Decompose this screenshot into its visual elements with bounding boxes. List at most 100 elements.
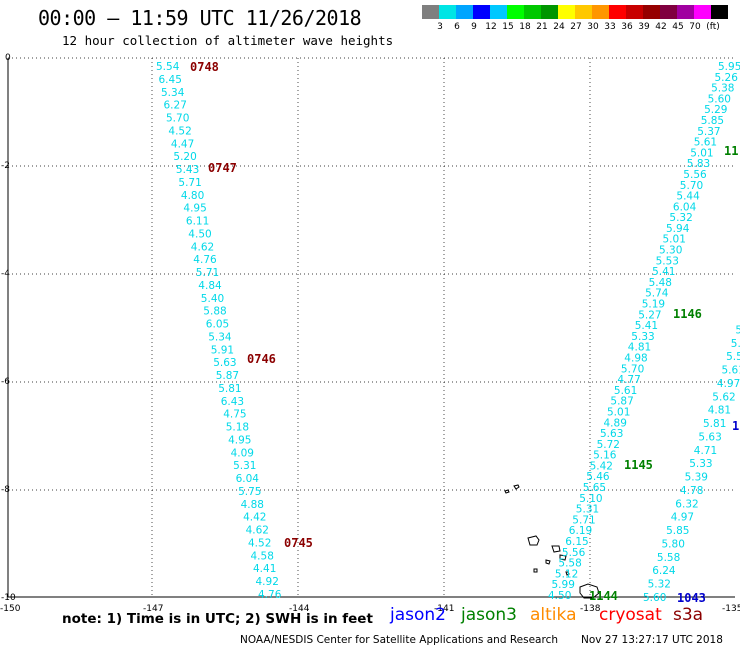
track-value-label: 4.52 — [168, 125, 191, 137]
track-value-label: 5.53 — [656, 255, 679, 267]
time-label: 1145 — [624, 458, 653, 472]
time-label: 0747 — [208, 161, 237, 175]
scale-label: 24 — [553, 22, 565, 32]
track-value-label: 4.89 — [604, 417, 627, 429]
footer-timestamp: Nov 27 13:27:17 UTC 2018 — [581, 634, 723, 646]
track-value-label: 5.22 — [735, 324, 740, 336]
track-value-label: 4.52 — [248, 538, 271, 550]
satellite-legend-jason2: jason2 — [390, 605, 446, 625]
track-value-label: 5.18 — [226, 422, 249, 434]
island-outline — [513, 484, 520, 490]
track-value-label: 5.56 — [562, 547, 586, 559]
track-value-label: 5.95 — [718, 61, 740, 73]
scale-swatch — [711, 5, 728, 19]
track-value-label: 5.43 — [176, 164, 199, 176]
track-value-label: 5.61 — [722, 365, 740, 377]
track-value-label: 6.19 — [569, 525, 592, 537]
scale-label: 18 — [519, 22, 531, 32]
y-tick-label: 0 — [5, 53, 11, 63]
scale-label: 6 — [454, 22, 460, 32]
island-outline — [545, 559, 551, 565]
scale-swatch — [439, 5, 456, 19]
track-value-label: 4.77 — [617, 374, 640, 386]
track-value-label: 4.98 — [624, 353, 647, 365]
x-tick-label: -150 — [0, 604, 21, 614]
track-value-label: 5.32 — [669, 212, 692, 224]
track-value-label: 5.41 — [652, 266, 675, 278]
scale-label: 30 — [587, 22, 599, 32]
track-value-label: 5.81 — [703, 418, 726, 430]
satellite-legend-altika: altika — [530, 605, 577, 625]
time-label: 1043 — [677, 591, 706, 605]
scale-label: 70 — [689, 22, 701, 32]
track-value-label: 5.10 — [579, 493, 602, 505]
track-value-label: 6.32 — [675, 498, 698, 510]
track-value-label: 4.97 — [717, 378, 740, 390]
track-value-label: 5.94 — [666, 223, 690, 235]
subtitle: 12 hour collection of altimeter wave hei… — [62, 33, 394, 48]
track-value-label: 5.27 — [731, 338, 740, 350]
time-label: 11 — [724, 144, 738, 158]
track-value-label: 4.92 — [256, 576, 279, 588]
track-value-label: 6.04 — [673, 201, 697, 213]
scale-unit: (ft) — [706, 22, 720, 32]
island-outline — [559, 554, 567, 561]
island-outline — [565, 571, 570, 576]
scale-swatch — [643, 5, 660, 19]
scale-label: 12 — [485, 22, 497, 32]
track-value-label: 5.34 — [208, 331, 232, 343]
island-outline — [533, 568, 538, 573]
scale-swatch — [422, 5, 439, 19]
scale-swatch — [694, 5, 711, 19]
track-value-label: 6.43 — [221, 396, 244, 408]
track-value-label: 5.12 — [555, 568, 578, 580]
track-value-label: 5.56 — [683, 169, 707, 181]
scale-label: 39 — [638, 22, 650, 32]
scale-swatch — [677, 5, 694, 19]
track-value-label: 5.63 — [698, 431, 721, 443]
track-value-label: 4.50 — [548, 590, 571, 602]
track-value-label: 5.63 — [213, 357, 236, 369]
track-value-label: 4.97 — [671, 512, 694, 524]
note-text: note: 1) Time is in UTC; 2) SWH is in fe… — [62, 611, 373, 627]
track-value-label: 5.83 — [687, 158, 710, 170]
scale-swatch — [660, 5, 677, 19]
track-value-label: 4.76 — [193, 254, 217, 266]
x-tick-label: -147 — [143, 604, 163, 614]
time-label: 0748 — [190, 60, 219, 74]
track-value-label: 5.70 — [166, 113, 189, 125]
y-tick-label: -2 — [1, 161, 10, 171]
track-value-label: 5.70 — [621, 363, 644, 375]
track-value-label: 5.34 — [161, 87, 185, 99]
track-value-label: 5.41 — [635, 320, 658, 332]
x-tick-label: -141 — [434, 604, 454, 614]
track-value-label: 5.29 — [704, 104, 727, 116]
scale-swatch — [541, 5, 558, 19]
track-value-label: 5.70 — [680, 180, 703, 192]
track-value-label: 6.15 — [565, 536, 588, 548]
track-value-label: 4.42 — [243, 512, 266, 524]
scale-label: 15 — [502, 22, 514, 32]
satellite-legend-jason3: jason3 — [461, 605, 517, 625]
track-value-label: 4.81 — [708, 405, 731, 417]
satellite-legend-cryosat: cryosat — [599, 605, 662, 625]
x-tick-label: -135 — [722, 604, 740, 614]
track-value-label: 5.40 — [201, 293, 224, 305]
track-value-label: 5.26 — [715, 72, 739, 84]
scale-label: 42 — [655, 22, 667, 32]
track-value-label: 5.31 — [576, 504, 599, 516]
satellite-legend-s3a: s3a — [673, 605, 704, 625]
track-value-label: 5.88 — [203, 306, 226, 318]
track-value-label: 6.24 — [652, 565, 676, 577]
track-value-label: 5.81 — [218, 383, 241, 395]
footer-credit: NOAA/NESDIS Center for Satellite Applica… — [240, 634, 558, 646]
scale-swatch — [524, 5, 541, 19]
track-value-label: 5.46 — [586, 471, 610, 483]
track-value-label: 4.09 — [231, 447, 254, 459]
track-value-label: 5.60 — [708, 93, 731, 105]
track-value-label: 5.58 — [558, 558, 581, 570]
track-value-label: 4.71 — [694, 445, 717, 457]
track-value-label: 5.60 — [643, 592, 666, 604]
track-value-label: 5.75 — [238, 486, 261, 498]
track-value-label: 4.47 — [171, 138, 194, 150]
